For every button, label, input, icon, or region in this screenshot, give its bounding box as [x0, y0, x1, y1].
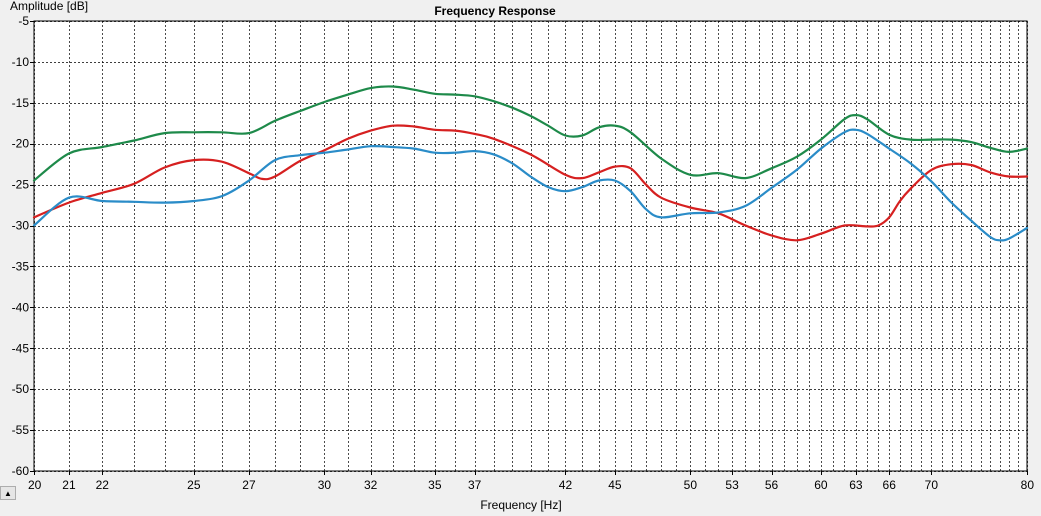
arrow-up-icon: ▲: [4, 488, 12, 498]
y-tick-label: -25: [12, 178, 30, 192]
y-tick-label: -50: [12, 382, 30, 396]
x-tick-label: 32: [364, 478, 378, 492]
x-tick-label: 30: [318, 478, 332, 492]
data-series: [32, 85, 1029, 242]
x-tick-label: 42: [559, 478, 573, 492]
x-tick-label: 45: [608, 478, 622, 492]
y-tick-label: -5: [18, 14, 29, 28]
x-tick-labels: 20 21 22 25 27 30 32 35 37 42 45 50 53 56 60 63 66 70 80: [28, 471, 1034, 492]
x-tick-label: 50: [684, 478, 698, 492]
y-tick-labels: -5 -10 -15 -20 -25 -30 -35 -40 -45 -50 -55 -60: [12, 14, 34, 478]
x-axis-label: Frequency [Hz]: [480, 498, 561, 512]
y-tick-label: -30: [12, 219, 30, 233]
y-tick-label: -15: [12, 96, 30, 110]
grid-lines: [34, 21, 1028, 472]
y-tick-label: -45: [12, 341, 30, 355]
y-tick-label: -35: [12, 259, 30, 273]
x-tick-label: 70: [925, 478, 939, 492]
x-tick-label: 21: [62, 478, 76, 492]
y-tick-label: -40: [12, 300, 30, 314]
chart-title: Frequency Response: [434, 4, 556, 18]
x-tick-label: 53: [725, 478, 739, 492]
plot-area: [33, 20, 1028, 472]
x-tick-label: 25: [187, 478, 201, 492]
x-tick-label: 63: [849, 478, 863, 492]
y-tick-label: -55: [12, 423, 30, 437]
x-tick-label: 56: [765, 478, 779, 492]
x-tick-label: 60: [814, 478, 828, 492]
x-tick-label: 37: [468, 478, 482, 492]
x-tick-label: 22: [96, 478, 110, 492]
y-tick-label: -10: [12, 55, 30, 69]
x-tick-label: 66: [883, 478, 897, 492]
scroll-up-button[interactable]: ▲: [0, 486, 16, 500]
y-tick-label: -20: [12, 137, 30, 151]
x-tick-label: 20: [28, 478, 42, 492]
y-axis-label: Amplitude [dB]: [10, 0, 88, 13]
series-line-3: [32, 128, 1029, 242]
series-line-1: [32, 85, 1029, 182]
y-tick-label: -60: [12, 464, 30, 478]
x-tick-label: 35: [428, 478, 442, 492]
x-tick-label: 80: [1021, 478, 1035, 492]
series-line-2: [32, 124, 1029, 242]
x-tick-label: 27: [242, 478, 256, 492]
